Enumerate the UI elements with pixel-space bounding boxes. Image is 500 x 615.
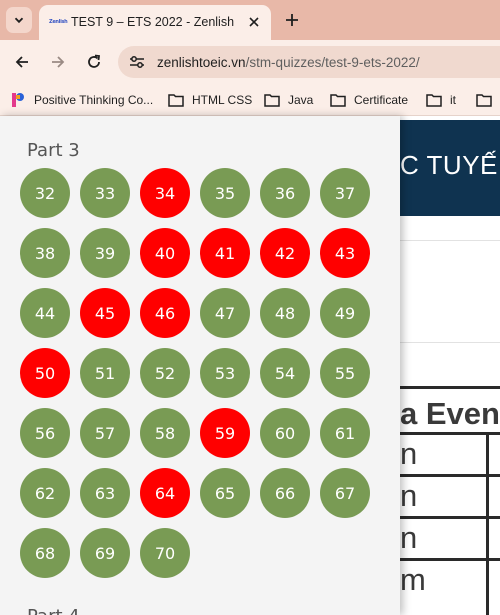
- question-36-button[interactable]: 36: [260, 168, 310, 218]
- folder-icon: [426, 94, 442, 107]
- question-54-button[interactable]: 54: [260, 348, 310, 398]
- question-35-button[interactable]: 35: [200, 168, 250, 218]
- divider: [400, 342, 500, 343]
- bookmarks-bar: Positive Thinking Co... HTML CSS Java Ce…: [0, 84, 500, 116]
- question-68-button[interactable]: 68: [20, 528, 70, 578]
- question-62-button[interactable]: 62: [20, 468, 70, 518]
- active-tab[interactable]: Zenlish TEST 9 – ETS 2022 - Zenlish: [39, 5, 271, 40]
- table-border: [400, 432, 500, 435]
- folder-icon: [476, 94, 492, 107]
- question-69-button[interactable]: 69: [80, 528, 130, 578]
- folder-icon: [264, 94, 280, 107]
- question-45-button[interactable]: 45: [80, 288, 130, 338]
- tab-search-button[interactable]: [6, 7, 32, 33]
- question-navigator-panel: Part 3 32 33 34 35 36 37 38 39 40 41 42 43 44 45 46 47 4…: [0, 116, 400, 615]
- address-bar[interactable]: zenlishtoeic.vn/stm-quizzes/test-9-ets-2…: [118, 46, 500, 78]
- question-52-button[interactable]: 52: [140, 348, 190, 398]
- bookmark-folder-html-css[interactable]: HTML CSS: [168, 92, 252, 108]
- folder-icon: [330, 94, 346, 107]
- question-50-button[interactable]: 50: [20, 348, 70, 398]
- question-59-button[interactable]: 59: [200, 408, 250, 458]
- arrow-right-icon: [52, 56, 65, 68]
- question-66-button[interactable]: 66: [260, 468, 310, 518]
- back-button[interactable]: [11, 51, 33, 73]
- divider: [400, 240, 500, 241]
- question-57-button[interactable]: 57: [80, 408, 130, 458]
- close-tab-button[interactable]: [245, 13, 263, 31]
- question-48-button[interactable]: 48: [260, 288, 310, 338]
- question-41-button[interactable]: 41: [200, 228, 250, 278]
- question-32-button[interactable]: 32: [20, 168, 70, 218]
- part-4-title: Part 4: [27, 606, 80, 615]
- bookmark-label: Certificate: [354, 93, 409, 107]
- image-table-cell: n: [400, 436, 418, 471]
- question-61-button[interactable]: 61: [320, 408, 370, 458]
- table-border: [400, 474, 500, 477]
- image-table-cell: m: [400, 562, 426, 597]
- table-border: [400, 516, 500, 519]
- question-42-button[interactable]: 42: [260, 228, 310, 278]
- bookmark-label: it: [450, 93, 456, 107]
- question-34-button[interactable]: 34: [140, 168, 190, 218]
- site-info-button[interactable]: [126, 51, 148, 73]
- bookmark-label: HTML CSS: [192, 93, 253, 107]
- reload-button[interactable]: [83, 51, 105, 73]
- url-text: zenlishtoeic.vn/stm-quizzes/test-9-ets-2…: [157, 55, 420, 70]
- bookmark-positive-thinking[interactable]: Positive Thinking Co...: [10, 92, 153, 108]
- question-58-button[interactable]: 58: [140, 408, 190, 458]
- question-70-button[interactable]: 70: [140, 528, 190, 578]
- question-46-button[interactable]: 46: [140, 288, 190, 338]
- question-63-button[interactable]: 63: [80, 468, 130, 518]
- zenlish-favicon-icon: Zenlish: [49, 19, 68, 25]
- tab-bar: Zenlish TEST 9 – ETS 2022 - Zenlish: [0, 0, 500, 40]
- question-38-button[interactable]: 38: [20, 228, 70, 278]
- arrow-left-icon: [15, 56, 28, 68]
- folder-icon: [168, 94, 184, 107]
- bookmark-folder-certificate[interactable]: Certificate: [330, 92, 408, 108]
- close-icon: [249, 17, 259, 27]
- table-border: [400, 558, 500, 561]
- url-host: zenlishtoeic.vn: [157, 55, 246, 70]
- browser-toolbar: zenlishtoeic.vn/stm-quizzes/test-9-ets-2…: [0, 40, 500, 84]
- tab-title: TEST 9 – ETS 2022 - Zenlish: [71, 15, 235, 29]
- question-56-button[interactable]: 56: [20, 408, 70, 458]
- question-64-button[interactable]: 64: [140, 468, 190, 518]
- question-39-button[interactable]: 39: [80, 228, 130, 278]
- bookmark-folder-more[interactable]: [476, 92, 500, 108]
- image-table-cell: n: [400, 520, 418, 555]
- question-43-button[interactable]: 43: [320, 228, 370, 278]
- chevron-down-icon: [14, 17, 24, 24]
- image-table-cell: n: [400, 478, 418, 513]
- question-image: a Even n n n m: [400, 386, 500, 615]
- image-table-title: a Even: [400, 396, 500, 431]
- table-border: [486, 434, 489, 615]
- bookmark-folder-java[interactable]: Java: [264, 92, 313, 108]
- bookmark-folder-it[interactable]: it: [426, 92, 456, 108]
- url-path: /stm-quizzes/test-9-ets-2022/: [245, 55, 420, 70]
- question-49-button[interactable]: 49: [320, 288, 370, 338]
- bookmark-label: Java: [288, 93, 314, 107]
- hero-title: C TUYẾN: [400, 150, 500, 180]
- question-33-button[interactable]: 33: [80, 168, 130, 218]
- question-51-button[interactable]: 51: [80, 348, 130, 398]
- reload-icon: [88, 54, 101, 68]
- question-67-button[interactable]: 67: [320, 468, 370, 518]
- tune-icon: [130, 56, 144, 68]
- part-3-title: Part 3: [27, 140, 80, 161]
- bookmark-label: Positive Thinking Co...: [34, 93, 154, 107]
- table-border: [400, 386, 500, 389]
- question-40-button[interactable]: 40: [140, 228, 190, 278]
- question-47-button[interactable]: 47: [200, 288, 250, 338]
- plus-icon: [286, 14, 298, 26]
- question-55-button[interactable]: 55: [320, 348, 370, 398]
- pinterest-icon: [12, 93, 24, 107]
- forward-button[interactable]: [47, 51, 69, 73]
- question-53-button[interactable]: 53: [200, 348, 250, 398]
- question-37-button[interactable]: 37: [320, 168, 370, 218]
- new-tab-button[interactable]: [281, 9, 303, 31]
- question-60-button[interactable]: 60: [260, 408, 310, 458]
- question-44-button[interactable]: 44: [20, 288, 70, 338]
- question-65-button[interactable]: 65: [200, 468, 250, 518]
